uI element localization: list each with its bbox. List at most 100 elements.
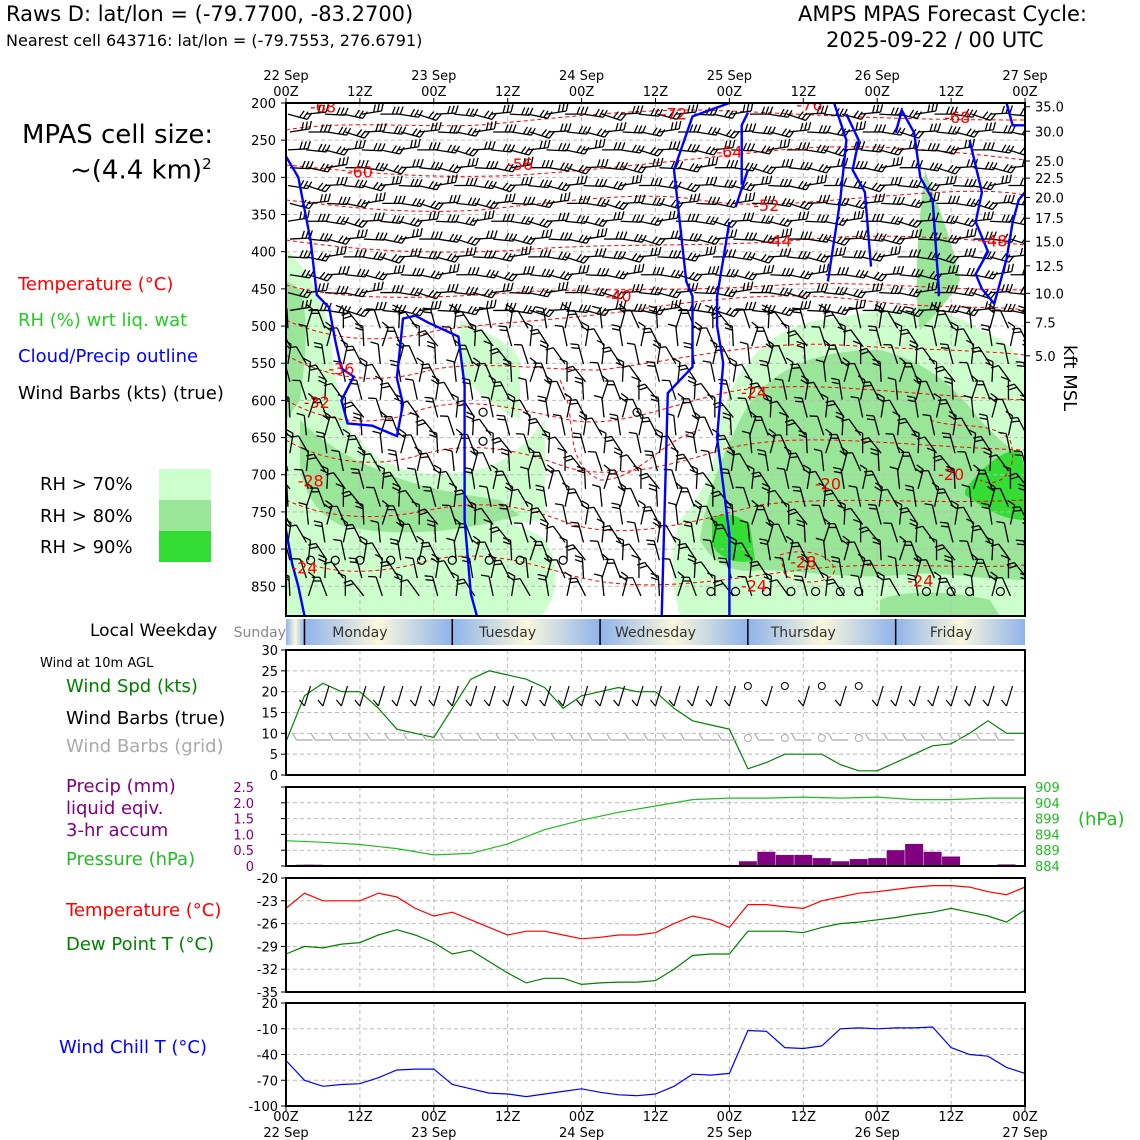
wind-barb [343, 401, 365, 418]
wind-barb [308, 163, 333, 173]
temperature-contour-label: -68 [944, 108, 970, 127]
wind-barb [842, 210, 865, 222]
wind-barb [323, 382, 344, 401]
top-hour-label: 00Z [864, 85, 890, 100]
wind-barb [798, 430, 808, 454]
wind-barb [444, 448, 455, 472]
wind-barb [640, 127, 666, 137]
wind-barb [768, 248, 792, 258]
wind-barb [989, 571, 998, 597]
wind-barb [343, 109, 368, 119]
wind-barb [585, 328, 605, 347]
wind-barb-true [1005, 685, 1014, 707]
wind-barb [805, 105, 829, 115]
wind-barb [626, 520, 640, 543]
wind-barb [659, 120, 682, 133]
kft-tick-label: 15.0 [1035, 235, 1064, 250]
isotherm-contour [286, 109, 1025, 131]
wind-barb [788, 231, 813, 240]
wind-barb [862, 559, 880, 579]
wind-barb [343, 288, 368, 298]
wind-barb [471, 357, 481, 382]
wind-barb [589, 540, 605, 561]
wind-barb [770, 345, 788, 365]
rh-level-70: RH > 70% [40, 474, 133, 495]
wind-barb-true [969, 685, 977, 707]
wind-barb [954, 227, 978, 240]
wind-barb [681, 576, 697, 597]
wind-barb-grid [328, 732, 334, 741]
wind-barb [714, 159, 739, 169]
wind-barb [693, 321, 703, 347]
wind-tick-label: 20 [261, 686, 278, 701]
wind-barb [675, 252, 701, 262]
wind-barb [786, 180, 812, 191]
wind-barb [620, 283, 644, 294]
wind-barb [826, 344, 843, 365]
wind-barb [603, 270, 629, 280]
wind-barb [474, 160, 499, 170]
wind-barb [306, 453, 326, 472]
wind-barb-grid [606, 732, 612, 741]
wind-barb [850, 396, 864, 418]
wind-barb [611, 502, 624, 525]
wind-barb-true [982, 699, 989, 707]
wind-barb [337, 572, 346, 596]
wind-speed-label: Wind Spd (kts) [66, 676, 198, 697]
wind-barb [696, 156, 719, 169]
wind-barb [524, 322, 533, 347]
wind-barb [897, 218, 923, 229]
wind-barb-grid [624, 732, 630, 741]
wind-barb [530, 159, 554, 169]
wind-barb [811, 504, 827, 525]
wind-barb [944, 555, 954, 579]
wind-barb [1022, 339, 1025, 347]
temperature-contour-label: -24 [741, 383, 767, 402]
wind-barb [593, 573, 605, 596]
wind-barb [785, 357, 794, 382]
wind-barb [324, 176, 348, 187]
temperature-contour-label: -36 [328, 359, 354, 378]
kft-tick-label: 10.0 [1035, 287, 1064, 302]
wind-barb [315, 431, 328, 454]
wind-barb [601, 211, 625, 222]
wind-barb-true [834, 699, 841, 707]
wind-barb-true [340, 685, 348, 707]
wind-barb [397, 311, 418, 329]
wind-barb [405, 378, 418, 400]
wind-barb [983, 447, 992, 472]
cloud-outline [740, 112, 749, 185]
wind-barb [585, 197, 610, 208]
wind-barb [417, 180, 442, 191]
wind-barb [548, 559, 566, 579]
wind-barb [881, 196, 905, 206]
wind-barb-true [631, 699, 638, 707]
wind-barb [546, 212, 570, 222]
wind-barb [306, 213, 330, 222]
weekday-label: Friday [930, 625, 972, 641]
wind-barb [619, 392, 629, 418]
wind-barb [535, 484, 548, 507]
wind-barb [737, 575, 753, 597]
wind-barb [472, 140, 496, 151]
wind-barb [755, 326, 771, 347]
wind-barb [363, 123, 387, 133]
wind-barb [387, 448, 400, 472]
wind-barb [744, 554, 753, 579]
wind-barb [335, 483, 344, 507]
wind-barb [527, 417, 548, 436]
wind-barb-true [470, 685, 478, 707]
wind-barb [472, 249, 497, 259]
wind-barb [350, 468, 365, 490]
wind-barb [511, 265, 535, 276]
wind-barb [941, 432, 956, 454]
wind-barb [539, 518, 549, 543]
wind-barb [405, 556, 418, 579]
wind-barb [768, 138, 791, 151]
wind-barb [492, 559, 511, 579]
wind-barb [439, 415, 455, 436]
wind-barb [859, 464, 868, 490]
wind-barb [370, 519, 381, 543]
wind-barb [493, 163, 518, 173]
wind-barb [1011, 327, 1025, 340]
